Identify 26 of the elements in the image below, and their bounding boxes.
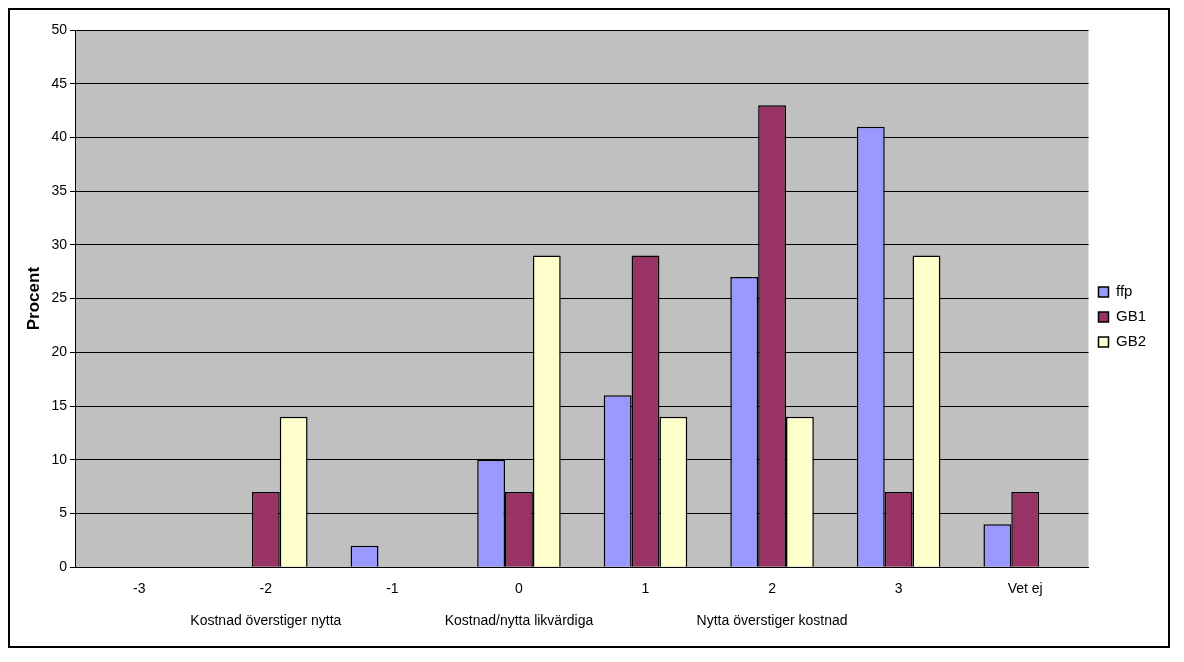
y-tick-label: 35 <box>51 182 68 199</box>
text: Kostnad överstiger nytta <box>190 611 342 628</box>
y-tick-label: 20 <box>51 343 68 360</box>
legend-label: ffp <box>1115 282 1133 300</box>
legend-label: GB2 <box>1115 332 1146 350</box>
y-tick-label: 0 <box>59 558 68 575</box>
y-axis-title: Procent <box>23 266 43 331</box>
x-tick-label: 0 <box>515 580 524 597</box>
x-tick-label: 2 <box>768 580 777 597</box>
y-tick-label: 50 <box>51 20 68 37</box>
y-tick-label: 40 <box>51 128 68 145</box>
y-tick-label: 45 <box>51 74 68 91</box>
y-tick-label: 5 <box>59 504 68 521</box>
y-tick-label: 15 <box>51 396 68 413</box>
text: Kostnad/nytta likvärdiga <box>444 611 594 628</box>
x-tick-label: -3 <box>133 580 146 597</box>
y-tick-label: 10 <box>51 450 68 467</box>
y-tick-label: 25 <box>51 289 68 306</box>
x-tick-label: 1 <box>641 580 650 597</box>
x-tick-label: -1 <box>386 580 399 597</box>
x-tick-label: Vet ej <box>1007 580 1043 597</box>
x-tick-label: 3 <box>894 580 903 597</box>
legend-label: GB1 <box>1115 307 1146 325</box>
y-tick-label: 30 <box>51 235 68 252</box>
x-tick-label: -2 <box>259 580 273 597</box>
text: Nytta överstiger kostnad <box>696 611 848 628</box>
